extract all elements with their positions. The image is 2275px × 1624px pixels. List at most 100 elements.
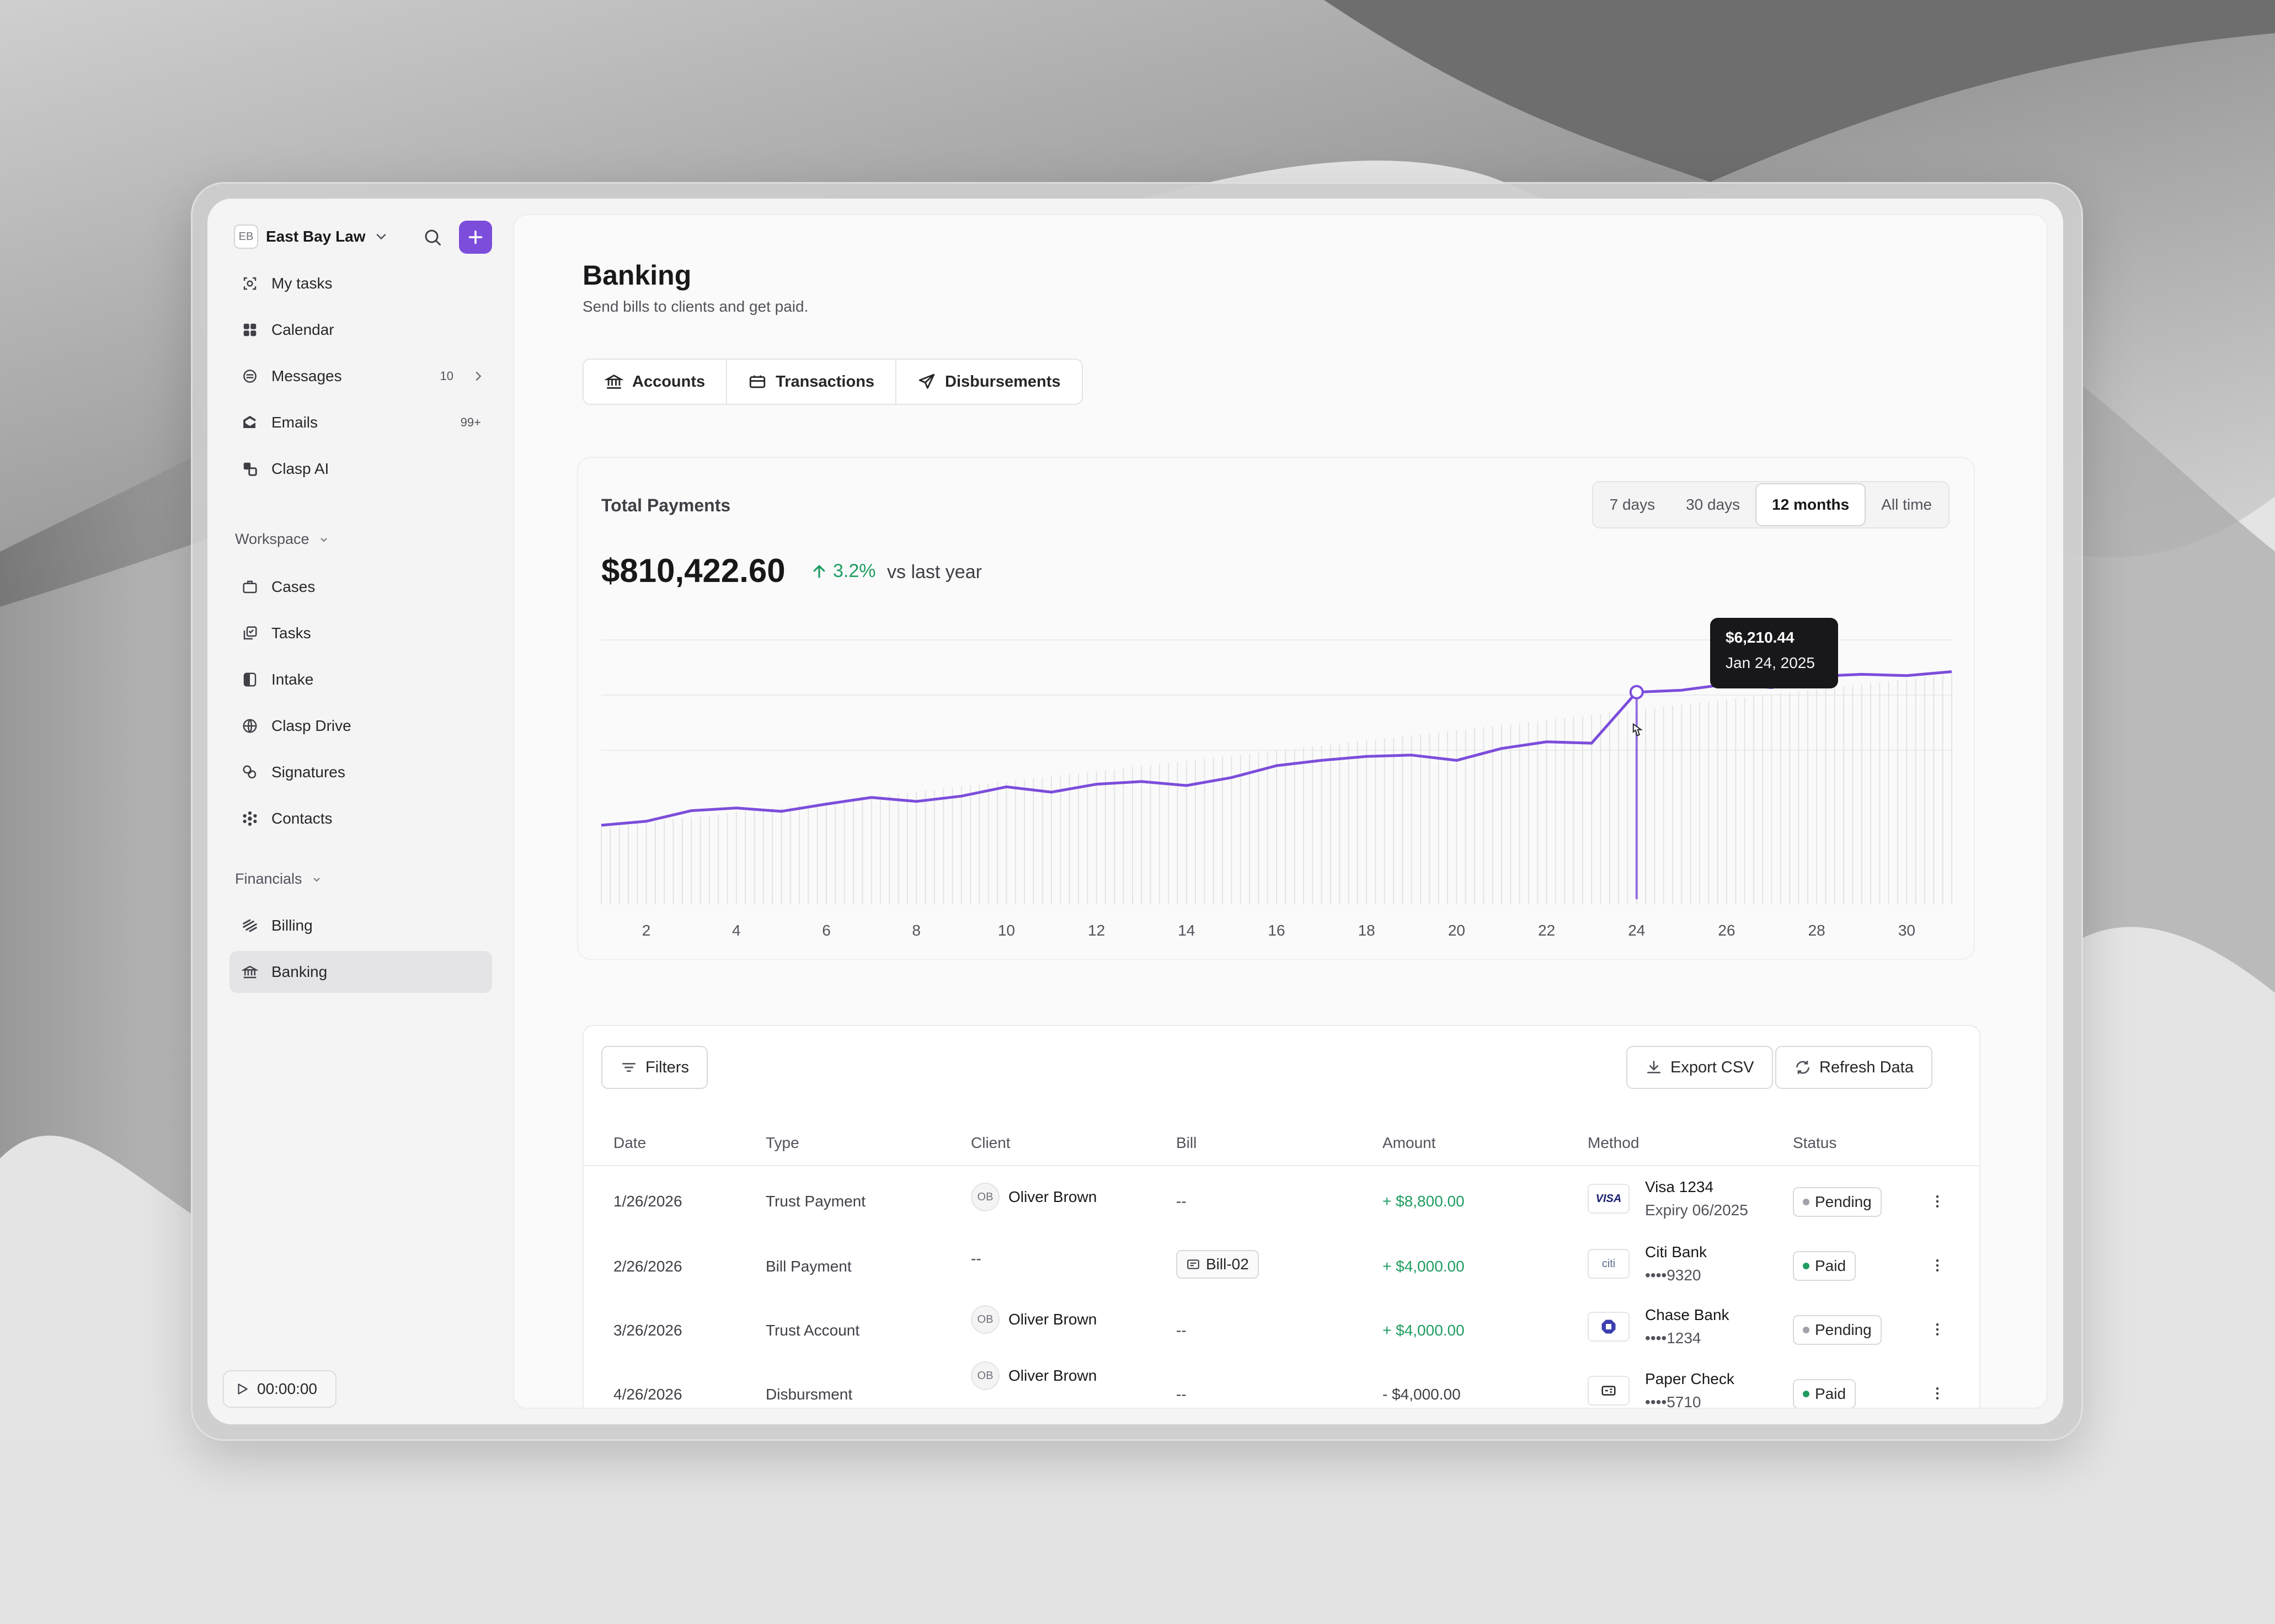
sidebar-item-billing[interactable]: Billing [229,905,492,947]
range-30-days[interactable]: 30 days [1686,496,1740,513]
tooltip-date: Jan 24, 2025 [1726,654,1815,671]
table-row[interactable]: 4/26/2026 Disbursment OB Oliver Brown --… [584,1361,1979,1408]
sidebar-item-calendar[interactable]: Calendar [229,309,492,351]
sidebar-item-banking[interactable]: Banking [229,951,492,993]
sidebar-item-clasp-drive[interactable]: Clasp Drive [229,705,492,747]
org-name: East Bay Law [266,228,366,245]
sidebar-item-label: Tasks [271,624,311,642]
tooltip-value: $6,210.44 [1726,629,1795,646]
range-12-months[interactable]: 12 months [1755,483,1866,526]
tab-accounts[interactable]: Accounts [584,360,728,404]
column-header-date[interactable]: Date [613,1134,647,1151]
delta-value: 3.2% [833,560,876,581]
sidebar-item-label: Clasp AI [271,460,329,477]
cell-method: VISA Visa 1234 Expiry 06/2025 [1588,1178,1748,1219]
chevron-right-icon [476,371,482,381]
chevron-down-icon [376,234,386,240]
intake-icon [241,670,259,689]
column-header-type[interactable]: Type [766,1134,799,1151]
table-row[interactable]: 3/26/2026 Trust Account OB Oliver Brown … [584,1300,1979,1364]
cheque-icon [1601,1386,1616,1396]
cell-amount: - $4,000.00 [1382,1386,1461,1403]
chat-icon [241,367,259,386]
table-row[interactable]: 1/26/2026 Trust Payment OB Oliver Brown … [584,1171,1979,1235]
tasks-icon [241,624,259,643]
column-header-client[interactable]: Client [971,1134,1011,1151]
column-header-bill[interactable]: Bill [1176,1134,1197,1151]
tab-label: Accounts [632,372,706,391]
bank-icon [241,963,259,981]
table-row[interactable]: 2/26/2026 Bill Payment -- Bill-02 + $4,0… [584,1235,1979,1299]
range-all-time[interactable]: All time [1881,496,1932,513]
chevron-down-icon [313,877,320,882]
client-name: Oliver Brown [1008,1188,1097,1205]
ticket-icon [749,375,766,388]
method-name: Paper Check [1645,1370,1734,1387]
range-7-days[interactable]: 7 days [1609,496,1655,513]
cell-method: Paper Check ••••5710 [1588,1370,1734,1408]
cell-bill: Bill-02 [1176,1250,1259,1279]
grid-icon [241,320,259,339]
search-icon [425,229,441,245]
status-dot [1803,1199,1809,1205]
row-actions-button[interactable] [1926,1382,1948,1404]
email-icon [241,413,259,432]
sidebar-item-my-tasks[interactable]: My tasks [229,263,492,304]
method-name: Citi Bank [1645,1243,1707,1260]
org-switcher[interactable]: EB East Bay Law [234,222,389,252]
card-title: Total Payments [601,495,731,515]
sidebar-item-intake[interactable]: Intake [229,659,492,701]
button-label: Filters [645,1058,689,1076]
sidebar-item-label: Calendar [271,321,334,338]
x-tick-label: 10 [998,922,1015,939]
banking-tabs: Accounts Transactions Disbursements [583,359,1083,405]
financials-section-header[interactable]: Financials [235,870,323,888]
time-tracker-button[interactable]: 00:00:00 [223,1370,337,1408]
column-header-method[interactable]: Method [1588,1134,1640,1151]
column-header-status[interactable]: Status [1793,1134,1837,1151]
sidebar-item-clasp-ai[interactable]: Clasp AI [229,448,492,490]
total-payments-card: 2 4 6 8 10 12 14 16 18 20 22 24 26 28 30 Total Payment… [577,457,1975,960]
x-tick-label: 20 [1448,922,1465,939]
sidebar-item-messages[interactable]: Messages 10 [229,355,492,397]
x-tick-label: 2 [642,922,651,939]
tab-disbursements[interactable]: Disbursements [896,360,1082,404]
method-name: Chase Bank [1645,1306,1729,1323]
tab-label: Disbursements [945,372,1061,391]
sidebar-item-label: Banking [271,963,328,980]
send-icon [918,373,935,389]
create-new-button[interactable] [459,221,492,254]
x-tick-label: 24 [1628,922,1645,939]
cell-client: OB Oliver Brown [971,1361,1097,1390]
client-avatar: OB [971,1183,1000,1211]
method-detail: Expiry 06/2025 [1645,1201,1748,1219]
column-header-amount[interactable]: Amount [1382,1134,1436,1151]
cell-client: OB Oliver Brown [971,1183,1097,1211]
tab-transactions[interactable]: Transactions [727,360,897,404]
filters-button[interactable]: Filters [601,1046,708,1089]
row-actions-button[interactable] [1926,1190,1948,1212]
search-button[interactable] [420,225,445,249]
sidebar-item-label: Contacts [271,810,333,827]
sidebar-item-emails[interactable]: Emails 99+ [229,402,492,444]
sidebar-item-cases[interactable]: Cases [229,566,492,608]
arrow-up-icon [813,564,825,578]
workspace-section-header[interactable]: Workspace [235,531,330,548]
sidebar-item-signatures[interactable]: Signatures [229,751,492,793]
row-actions-button[interactable] [1926,1254,1948,1276]
export-csv-button[interactable]: Export CSV [1626,1046,1773,1089]
plus-icon [468,230,483,244]
status-label: Pending [1815,1321,1872,1338]
bill-link[interactable]: Bill-02 [1176,1250,1259,1279]
status-dot [1803,1263,1809,1269]
refresh-data-button[interactable]: Refresh Data [1775,1046,1932,1089]
row-actions-button[interactable] [1926,1318,1948,1340]
sidebar-item-label: Signatures [271,763,345,781]
billing-icon [241,916,259,935]
x-tick-label: 6 [822,922,831,939]
sidebar: EB East Bay Law My tasks Calendar Messag… [207,199,513,1424]
sidebar-item-contacts[interactable]: Contacts [229,798,492,840]
contacts-icon [241,809,259,828]
sidebar-item-tasks[interactable]: Tasks [229,612,492,654]
status-badge: Pending [1793,1187,1882,1217]
